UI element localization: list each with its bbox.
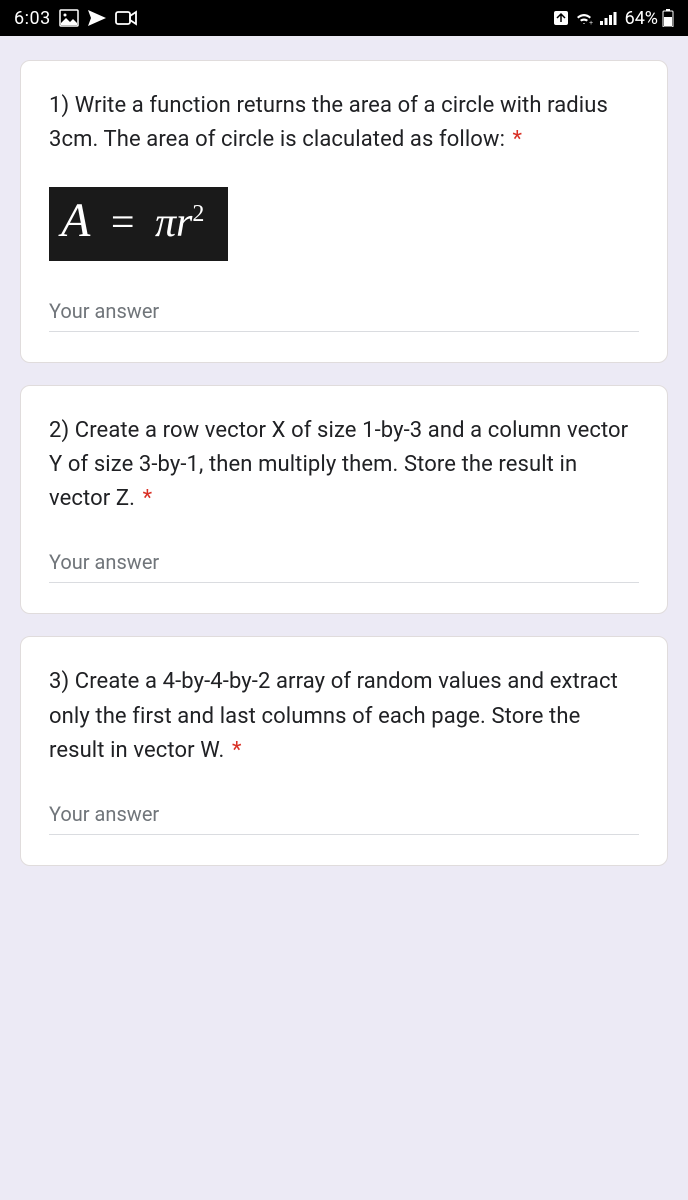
battery-icon <box>662 9 674 27</box>
send-icon <box>87 9 107 27</box>
video-icon <box>115 10 137 26</box>
answer-input-2[interactable] <box>49 542 639 583</box>
question-prompt: 3) Create a 4-by-4-by-2 array of random … <box>49 665 639 767</box>
wifi-icon: + <box>573 10 595 26</box>
signal-icon <box>599 10 619 26</box>
form-content: 1) Write a function returns the area of … <box>0 36 688 912</box>
question-card-2: 2) Create a row vector X of size 1-by-3 … <box>20 385 668 614</box>
question-text-2: 2) Create a row vector X of size 1-by-3 … <box>49 418 628 511</box>
screenshot-icon <box>553 10 569 26</box>
gallery-icon <box>59 9 79 27</box>
question-text-1: 1) Write a function returns the area of … <box>49 93 608 152</box>
question-prompt: 2) Create a row vector X of size 1-by-3 … <box>49 414 639 516</box>
question-prompt: 1) Write a function returns the area of … <box>49 89 639 157</box>
formula-image: A = πr2 <box>49 187 228 261</box>
question-card-3: 3) Create a 4-by-4-by-2 array of random … <box>20 636 668 865</box>
question-text-3: 3) Create a 4-by-4-by-2 array of random … <box>49 669 618 762</box>
required-marker: * <box>507 127 522 152</box>
required-marker: * <box>137 486 152 511</box>
clock-time: 6:03 <box>14 8 51 29</box>
status-left: 6:03 <box>14 8 137 29</box>
answer-input-3[interactable] <box>49 794 639 835</box>
status-bar: 6:03 + 64% <box>0 0 688 36</box>
battery-percent: 64% <box>625 8 658 29</box>
required-marker: * <box>226 738 241 763</box>
question-card-1: 1) Write a function returns the area of … <box>20 60 668 363</box>
status-right: + 64% <box>553 8 674 29</box>
svg-text:+: + <box>589 20 593 26</box>
answer-input-1[interactable] <box>49 291 639 332</box>
